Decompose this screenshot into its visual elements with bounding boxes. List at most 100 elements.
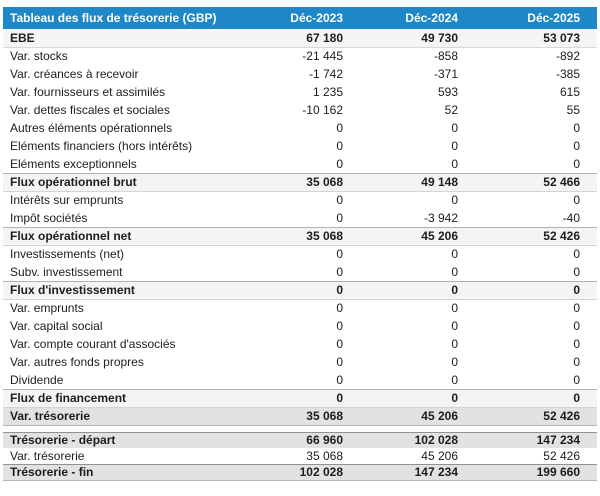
table-row: Impôt sociétés 0 -3 942 -40 bbox=[3, 209, 597, 227]
cell-value: 35 068 bbox=[255, 226, 360, 246]
row-label: Var. autres fonds propres bbox=[3, 353, 255, 371]
column-header-dec-2023: Déc-2023 bbox=[255, 7, 360, 29]
cell-value: 102 028 bbox=[360, 431, 475, 448]
table-row: Var. compte courant d'associés 0 0 0 bbox=[3, 335, 597, 353]
cell-value: 0 bbox=[475, 280, 597, 300]
cell-value: 0 bbox=[255, 353, 360, 371]
cell-value: -371 bbox=[360, 65, 475, 83]
row-label: Dividende bbox=[3, 371, 255, 389]
row-label: Var. créances à recevoir bbox=[3, 65, 255, 83]
cell-value: 0 bbox=[360, 317, 475, 335]
table-row: Eléments financiers (hors intérêts) 0 0 0 bbox=[3, 137, 597, 155]
cell-value: 0 bbox=[360, 371, 475, 389]
cell-value: 67 180 bbox=[255, 29, 360, 48]
cell-value: 0 bbox=[475, 317, 597, 335]
cell-value: -892 bbox=[475, 47, 597, 65]
column-header-dec-2025: Déc-2025 bbox=[475, 7, 597, 29]
cell-value: 0 bbox=[475, 191, 597, 209]
cell-value: 52 bbox=[360, 101, 475, 119]
cell-value: 49 730 bbox=[360, 29, 475, 48]
cell-value: 52 466 bbox=[475, 172, 597, 192]
cell-value: -10 162 bbox=[255, 101, 360, 119]
table-row: Intérêts sur emprunts 0 0 0 bbox=[3, 191, 597, 209]
cell-value: 0 bbox=[360, 119, 475, 137]
cell-value: 0 bbox=[255, 209, 360, 227]
table-row: Flux d'investissement 0 0 0 bbox=[3, 280, 597, 300]
cell-value: 0 bbox=[255, 299, 360, 317]
table-row: Flux opérationnel brut 35 068 49 148 52 466 bbox=[3, 172, 597, 192]
cell-value: 0 bbox=[255, 335, 360, 353]
row-label: Intérêts sur emprunts bbox=[3, 191, 255, 209]
cell-value: 35 068 bbox=[255, 406, 360, 426]
cell-value: 0 bbox=[255, 119, 360, 137]
cell-value: 45 206 bbox=[360, 226, 475, 246]
row-label: Var. trésorerie bbox=[3, 406, 255, 426]
cell-value: 0 bbox=[475, 137, 597, 155]
row-label: Flux opérationnel brut bbox=[3, 172, 255, 192]
cell-value: 0 bbox=[475, 335, 597, 353]
table-row: Var. emprunts 0 0 0 bbox=[3, 299, 597, 317]
row-label: Flux d'investissement bbox=[3, 280, 255, 300]
cashflow-summary-table: Trésorerie - départ 66 960 102 028 147 234 V… bbox=[3, 431, 597, 481]
table-row: Subv. investissement 0 0 0 bbox=[3, 263, 597, 281]
table-row: Flux opérationnel net 35 068 45 206 52 426 bbox=[3, 226, 597, 246]
row-label: Trésorerie - fin bbox=[3, 463, 255, 481]
cell-value: 0 bbox=[360, 155, 475, 173]
row-label: Var. capital social bbox=[3, 317, 255, 335]
cell-value: 0 bbox=[475, 371, 597, 389]
header-row: Tableau des flux de trésorerie (GBP) Déc… bbox=[3, 7, 597, 29]
cell-value: 52 426 bbox=[475, 448, 597, 464]
row-label: Var. dettes fiscales et sociales bbox=[3, 101, 255, 119]
cell-value: 0 bbox=[255, 317, 360, 335]
column-header-dec-2024: Déc-2024 bbox=[360, 7, 475, 29]
table-row: Var. capital social 0 0 0 bbox=[3, 317, 597, 335]
cell-value: 35 068 bbox=[255, 448, 360, 464]
table-row: Var. trésorerie 35 068 45 206 52 426 bbox=[3, 406, 597, 426]
cell-value: 0 bbox=[475, 155, 597, 173]
cashflow-statement: Tableau des flux de trésorerie (GBP) Déc… bbox=[3, 7, 597, 481]
row-label: Impôt sociétés bbox=[3, 209, 255, 227]
cell-value: -858 bbox=[360, 47, 475, 65]
row-label: Flux de financement bbox=[3, 388, 255, 408]
table-row: Var. autres fonds propres 0 0 0 bbox=[3, 353, 597, 371]
cell-value: 49 148 bbox=[360, 172, 475, 192]
cell-value: 0 bbox=[255, 191, 360, 209]
cell-value: 593 bbox=[360, 83, 475, 101]
cell-value: -3 942 bbox=[360, 209, 475, 227]
table-row: Trésorerie - départ 66 960 102 028 147 234 bbox=[3, 431, 597, 448]
table-header: Tableau des flux de trésorerie (GBP) Déc… bbox=[3, 7, 597, 29]
cell-value: 0 bbox=[255, 137, 360, 155]
cell-value: 0 bbox=[475, 353, 597, 371]
row-label: Var. stocks bbox=[3, 47, 255, 65]
cell-value: 53 073 bbox=[475, 29, 597, 48]
cell-value: 0 bbox=[255, 371, 360, 389]
cell-value: 615 bbox=[475, 83, 597, 101]
row-label: Autres éléments opérationnels bbox=[3, 119, 255, 137]
row-label: Var. fournisseurs et assimilés bbox=[3, 83, 255, 101]
row-label: Trésorerie - départ bbox=[3, 431, 255, 448]
cell-value: 0 bbox=[360, 280, 475, 300]
cell-value: 0 bbox=[360, 335, 475, 353]
cell-value: -40 bbox=[475, 209, 597, 227]
table-row: Trésorerie - fin 102 028 147 234 199 660 bbox=[3, 463, 597, 481]
table-body: EBE 67 180 49 730 53 073 Var. stocks -21 445-… bbox=[3, 29, 597, 426]
cell-value: 0 bbox=[360, 388, 475, 408]
table-row: EBE 67 180 49 730 53 073 bbox=[3, 29, 597, 48]
cell-value: 102 028 bbox=[255, 463, 360, 481]
cell-value: 0 bbox=[255, 263, 360, 281]
cell-value: 0 bbox=[255, 388, 360, 408]
cell-value: 0 bbox=[475, 119, 597, 137]
table-row: Var. trésorerie 35 068 45 206 52 426 bbox=[3, 448, 597, 464]
cell-value: -385 bbox=[475, 65, 597, 83]
table-row: Var. créances à recevoir -1 742 -371 -385 bbox=[3, 65, 597, 83]
row-label: Var. emprunts bbox=[3, 299, 255, 317]
table-row: Investissements (net) 0 0 0 bbox=[3, 245, 597, 263]
cell-value: 147 234 bbox=[475, 431, 597, 448]
cell-value: -21 445 bbox=[255, 47, 360, 65]
cell-value: 66 960 bbox=[255, 431, 360, 448]
table-row: Var. dettes fiscales et sociales -10 162 5… bbox=[3, 101, 597, 119]
row-label: Eléments exceptionnels bbox=[3, 155, 255, 173]
table-row: Var. stocks -21 445 -858 -892 bbox=[3, 47, 597, 65]
cell-value: 55 bbox=[475, 101, 597, 119]
